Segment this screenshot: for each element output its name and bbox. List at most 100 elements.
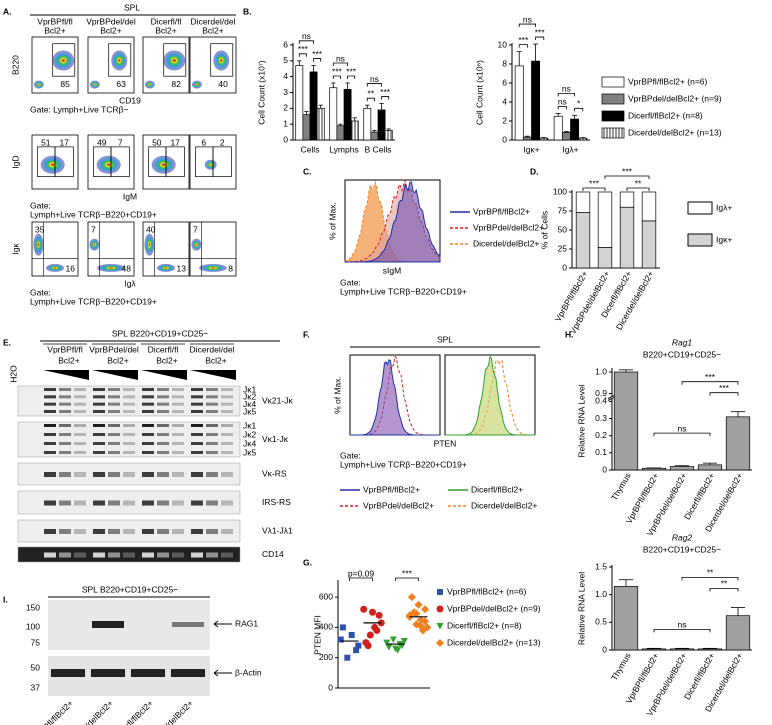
band bbox=[191, 442, 203, 445]
band bbox=[108, 442, 120, 445]
bar bbox=[641, 648, 667, 651]
mw-marker: 37 bbox=[31, 682, 41, 692]
band bbox=[172, 500, 184, 506]
band bbox=[44, 472, 56, 477]
band bbox=[172, 552, 184, 558]
significance-bracket bbox=[574, 107, 584, 112]
band-label: Vκ1-Jκ bbox=[262, 434, 289, 444]
significance-bracket bbox=[557, 106, 567, 110]
significance: *** bbox=[535, 27, 546, 37]
j-label: Jκ2 bbox=[243, 429, 257, 439]
band bbox=[93, 529, 105, 534]
legend-swatch bbox=[687, 233, 713, 247]
band bbox=[74, 472, 86, 477]
mw-marker: 150 bbox=[26, 602, 40, 612]
density bbox=[93, 243, 96, 246]
band bbox=[123, 552, 135, 558]
band bbox=[221, 395, 233, 399]
y-tick-label: 4 bbox=[283, 71, 288, 81]
significance-bracket bbox=[653, 628, 711, 633]
band bbox=[206, 529, 218, 534]
y-tick-label: 1.5 bbox=[595, 561, 607, 571]
y-tick-label: 1 bbox=[283, 118, 288, 128]
gate bbox=[110, 146, 130, 177]
band bbox=[221, 451, 233, 454]
band bbox=[59, 410, 71, 413]
band bbox=[108, 424, 120, 427]
density bbox=[61, 59, 65, 63]
legend-marker bbox=[436, 605, 444, 613]
band-label: Vκ21-Jκ bbox=[262, 395, 293, 405]
x-tick-label: Igλ+ bbox=[562, 144, 578, 154]
band bbox=[191, 500, 203, 506]
bar bbox=[613, 586, 639, 651]
band bbox=[221, 472, 233, 477]
band bbox=[191, 433, 203, 436]
significance-bracket bbox=[535, 36, 545, 41]
band bbox=[59, 552, 71, 558]
band bbox=[191, 395, 203, 399]
significance-bracket bbox=[709, 587, 739, 592]
panel-header: SPL bbox=[437, 334, 453, 344]
group-label: Dicerfl/fl bbox=[148, 344, 179, 354]
legend-label: VprBPdel/delBcl2+ bbox=[363, 500, 434, 510]
band bbox=[123, 472, 135, 477]
j-label: Jκ1 bbox=[243, 420, 257, 430]
band bbox=[142, 500, 154, 506]
y-tick-label: 2 bbox=[283, 103, 288, 113]
gate bbox=[163, 43, 187, 77]
gel bbox=[17, 546, 241, 563]
significance-bracket bbox=[332, 62, 348, 66]
band bbox=[172, 622, 204, 627]
significance: ns bbox=[302, 31, 311, 41]
y-tick-label: 3 bbox=[283, 87, 288, 97]
legend-label: Dicerdel/delBcl2+ bbox=[473, 238, 539, 248]
gel bbox=[17, 519, 241, 543]
significance: *** bbox=[518, 35, 529, 45]
bar bbox=[316, 107, 325, 141]
chart-subtitle: B220+CD19+CD25− bbox=[643, 349, 721, 359]
panel-label: B. bbox=[243, 6, 252, 16]
gate-text: Gate: bbox=[30, 200, 51, 210]
panel-label: A. bbox=[3, 6, 12, 16]
band bbox=[93, 424, 105, 427]
y-axis-label: % of Cells bbox=[539, 211, 549, 249]
legend-label: Dicerfl/flBcl2+ (n=8) bbox=[628, 110, 703, 120]
legend-swatch bbox=[601, 76, 625, 88]
gate-percent: 82 bbox=[171, 79, 181, 89]
band bbox=[131, 669, 165, 677]
gate-percent: 85 bbox=[60, 79, 70, 89]
y-axis-label: Relative RNA Level bbox=[576, 572, 586, 645]
band bbox=[206, 433, 218, 436]
y-tick-label: 0 bbox=[602, 464, 607, 474]
point bbox=[375, 611, 383, 619]
band bbox=[59, 433, 71, 436]
gate-percent: 49 bbox=[97, 137, 107, 147]
band bbox=[191, 388, 203, 391]
band bbox=[206, 388, 218, 391]
band bbox=[142, 433, 154, 436]
quadrant-percent: 35 bbox=[35, 224, 45, 234]
y-axis-label: Cell Count (x10⁶) bbox=[474, 60, 484, 125]
band bbox=[123, 395, 135, 399]
band bbox=[123, 529, 135, 534]
bar bbox=[669, 648, 695, 651]
panel-label: D. bbox=[530, 166, 539, 176]
legend-swatch bbox=[601, 127, 625, 139]
point bbox=[416, 621, 425, 630]
gate-percent: 40 bbox=[218, 79, 228, 89]
significance-bracket bbox=[582, 187, 606, 191]
bar bbox=[619, 191, 635, 208]
band bbox=[157, 388, 169, 391]
significance: ** bbox=[635, 178, 642, 188]
gate-percent: 17 bbox=[59, 137, 69, 147]
y-tick-label: 75 bbox=[558, 205, 568, 215]
band bbox=[172, 451, 184, 454]
panel-label: I. bbox=[3, 594, 8, 604]
bar bbox=[539, 137, 549, 141]
band bbox=[44, 442, 56, 445]
band bbox=[206, 402, 218, 406]
y-tick-label: 0 bbox=[502, 134, 507, 144]
panel-label: G. bbox=[303, 557, 312, 567]
band bbox=[157, 424, 169, 427]
